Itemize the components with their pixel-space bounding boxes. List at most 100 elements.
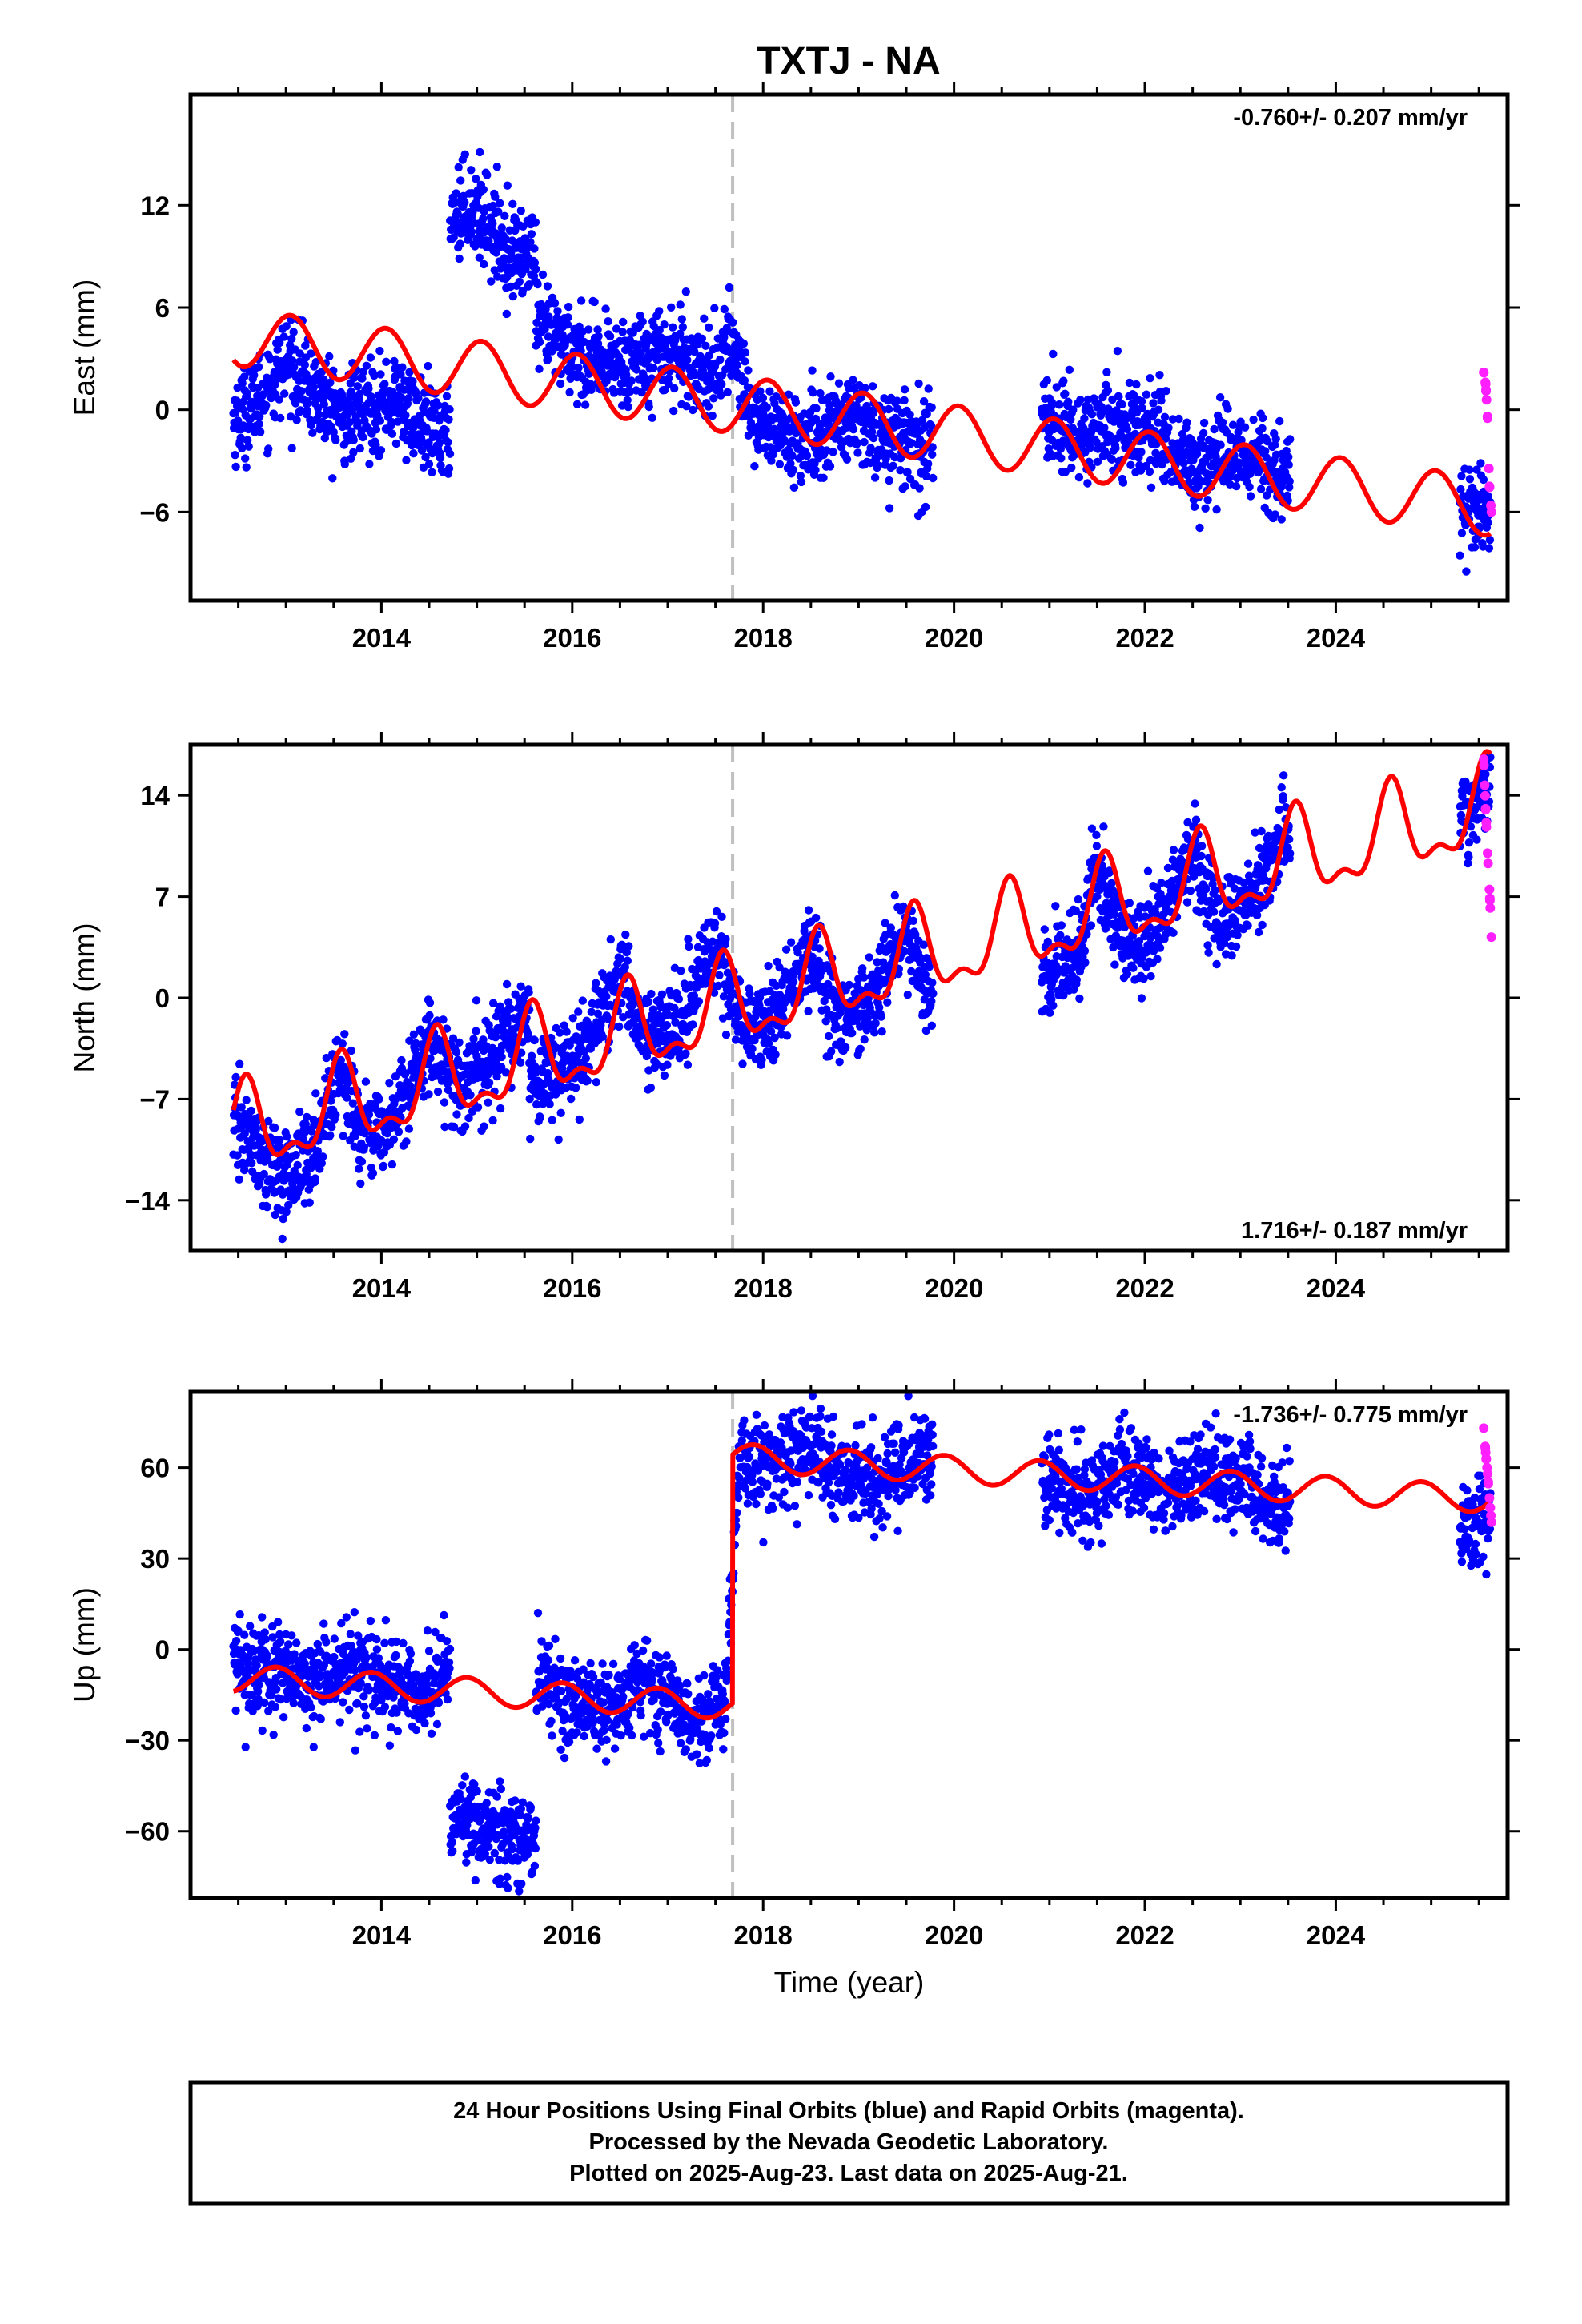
final-orbit-point	[576, 296, 586, 305]
final-orbit-point	[1137, 448, 1146, 456]
final-orbit-point	[317, 1159, 326, 1168]
final-orbit-point	[848, 1028, 857, 1038]
final-orbit-point	[279, 1190, 287, 1199]
final-orbit-point	[1154, 405, 1163, 414]
final-orbit-point	[326, 378, 335, 387]
final-orbit-point	[460, 198, 469, 207]
final-orbit-point	[861, 384, 869, 392]
final-orbit-point	[483, 171, 492, 179]
final-orbit-point	[1155, 943, 1165, 952]
final-orbit-point	[1218, 418, 1227, 427]
final-orbit-point	[1279, 771, 1288, 780]
final-orbit-point	[568, 1014, 577, 1023]
final-orbit-point	[1182, 418, 1191, 427]
final-orbit-point	[454, 163, 463, 172]
final-orbit-point	[856, 1044, 865, 1054]
final-orbit-point	[317, 368, 326, 376]
final-orbit-point	[282, 322, 291, 331]
final-orbit-point	[235, 1175, 243, 1184]
final-orbit-point	[642, 1051, 652, 1061]
final-orbit-point	[1195, 523, 1204, 533]
final-orbit-point	[433, 1087, 443, 1096]
final-orbit-point	[905, 410, 914, 420]
final-orbit-point	[584, 325, 593, 334]
final-orbit-point	[868, 382, 877, 391]
final-orbit-point	[287, 334, 296, 344]
final-orbit-point	[336, 1055, 345, 1065]
final-orbit-point	[424, 361, 432, 371]
final-orbit-point	[519, 222, 528, 231]
final-orbit-point	[444, 1085, 453, 1095]
final-orbit-point	[444, 415, 453, 424]
final-orbit-point	[1257, 826, 1266, 836]
final-orbit-point	[1126, 460, 1135, 469]
final-orbit-point	[544, 355, 552, 364]
final-orbit-point	[488, 1116, 497, 1125]
final-orbit-point	[849, 425, 858, 434]
final-orbit-point	[587, 1007, 596, 1017]
final-orbit-point	[262, 1190, 271, 1199]
final-orbit-point	[494, 207, 503, 216]
final-orbit-point	[356, 1179, 365, 1188]
final-orbit-point	[684, 935, 693, 943]
final-orbit-point	[705, 323, 713, 332]
final-orbit-point	[1190, 502, 1199, 511]
final-orbit-point	[466, 1091, 475, 1100]
final-orbit-point	[1211, 886, 1219, 895]
final-orbit-point	[492, 1058, 500, 1067]
final-orbit-point	[601, 304, 610, 313]
final-orbit-point	[273, 345, 282, 354]
final-orbit-point	[400, 428, 408, 436]
final-orbit-point	[683, 1060, 693, 1069]
rapid-orbit-point	[1480, 378, 1491, 388]
final-orbit-point	[404, 1124, 414, 1133]
final-orbit-point	[484, 1098, 492, 1107]
final-orbit-point	[236, 433, 245, 442]
final-orbit-point	[564, 302, 573, 312]
final-orbit-point	[1271, 434, 1280, 444]
final-orbit-point	[1072, 975, 1082, 984]
final-orbit-point	[921, 472, 931, 480]
final-orbit-point	[339, 1132, 347, 1140]
final-orbit-point	[1111, 444, 1120, 452]
final-orbit-point	[325, 352, 334, 361]
final-orbit-point	[444, 438, 452, 447]
final-orbit-point	[256, 428, 265, 436]
final-orbit-point	[556, 379, 565, 388]
final-orbit-point	[279, 332, 288, 341]
rapid-orbit-point	[1482, 412, 1492, 422]
final-orbit-point	[655, 325, 664, 335]
final-orbit-point	[1212, 959, 1221, 969]
final-orbit-point	[1055, 400, 1064, 409]
final-orbit-point	[738, 1059, 747, 1068]
final-orbit-point	[246, 421, 255, 430]
final-orbit-point	[327, 1096, 335, 1105]
final-orbit-point	[501, 1068, 511, 1077]
final-orbit-point	[690, 370, 699, 380]
rapid-orbit-point	[1486, 501, 1496, 511]
final-orbit-point	[1129, 963, 1138, 972]
final-orbit-point	[860, 973, 869, 982]
final-orbit-point	[484, 1078, 494, 1088]
final-orbit-point	[786, 938, 796, 947]
final-orbit-point	[1169, 928, 1178, 938]
final-orbit-point	[364, 1110, 374, 1119]
final-orbit-point	[400, 1070, 410, 1079]
final-orbit-point	[575, 1115, 584, 1124]
final-orbit-point	[343, 396, 352, 405]
final-orbit-point	[1479, 475, 1488, 485]
final-orbit-point	[503, 181, 512, 190]
final-orbit-point	[435, 438, 444, 447]
final-orbit-point	[367, 392, 376, 401]
final-orbit-point	[685, 942, 693, 951]
final-orbit-point	[704, 402, 713, 411]
final-orbit-point	[1142, 390, 1151, 399]
final-orbit-point	[440, 1098, 449, 1107]
final-orbit-point	[303, 397, 312, 406]
final-orbit-point	[921, 502, 930, 512]
final-orbit-point	[563, 320, 572, 329]
final-orbit-point	[862, 401, 871, 411]
final-orbit-point	[662, 1021, 672, 1030]
final-orbit-point	[496, 1104, 505, 1113]
final-orbit-point	[1464, 853, 1473, 862]
